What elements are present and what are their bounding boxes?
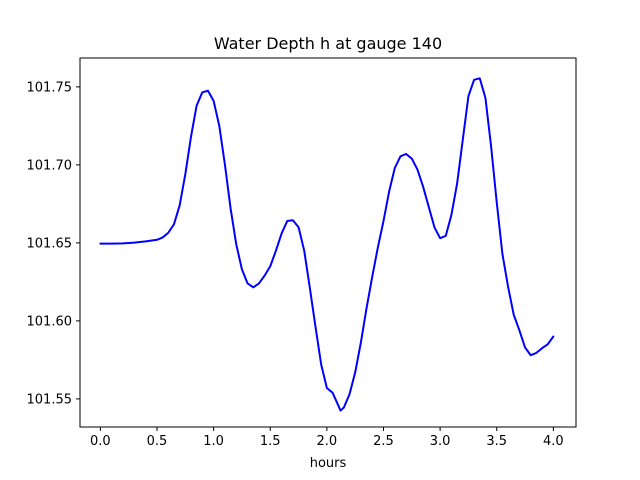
x-tick-label: 1.0: [203, 434, 224, 449]
x-tick-label: 2.0: [317, 434, 338, 449]
x-axis-ticks: 0.0 0.5 1.0 1.5 2.0 2.5 3.0 3.5 4.0: [90, 427, 564, 449]
x-tick-label: 1.5: [260, 434, 281, 449]
y-tick-label: 101.75: [27, 80, 73, 95]
x-axis-label: hours: [310, 456, 347, 471]
x-tick-label: 3.5: [486, 434, 507, 449]
x-tick-label: 0.5: [147, 434, 168, 449]
y-axis-ticks: 101.55 101.60 101.65 101.70 101.75: [27, 80, 80, 407]
x-tick-label: 4.0: [543, 434, 564, 449]
x-tick-label: 3.0: [430, 434, 451, 449]
y-tick-label: 101.60: [27, 314, 73, 329]
y-tick-label: 101.70: [27, 158, 73, 173]
x-tick-label: 2.5: [373, 434, 394, 449]
y-tick-label: 101.65: [27, 236, 73, 251]
y-tick-label: 101.55: [27, 392, 73, 407]
x-tick-label: 0.0: [90, 434, 111, 449]
series-line: [99, 77, 555, 412]
chart-title: Water Depth h at gauge 140: [214, 34, 442, 53]
plot-frame: [79, 57, 577, 428]
